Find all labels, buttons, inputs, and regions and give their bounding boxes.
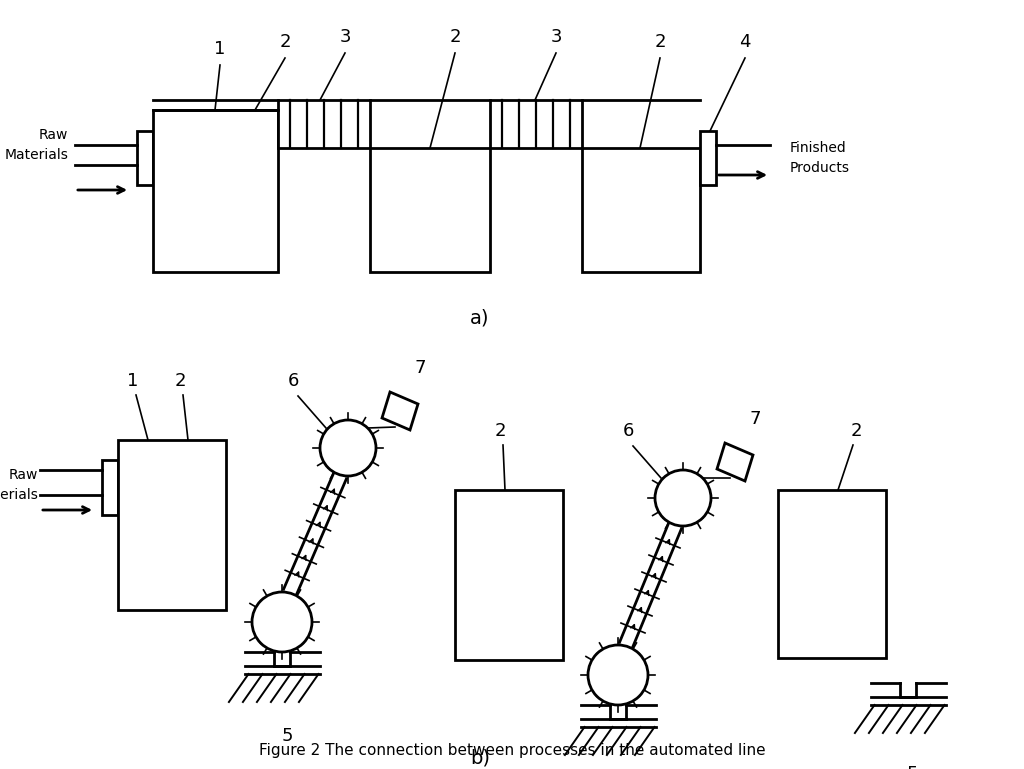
Bar xyxy=(370,148,490,272)
Bar xyxy=(582,148,700,272)
Text: 2: 2 xyxy=(850,422,862,440)
Text: 4: 4 xyxy=(739,33,751,51)
Circle shape xyxy=(655,470,711,526)
Bar xyxy=(153,110,278,272)
Text: 5: 5 xyxy=(282,727,293,745)
Text: 2: 2 xyxy=(174,372,185,390)
Text: Figure 2 The connection between processes in the automated line: Figure 2 The connection between processe… xyxy=(259,743,765,757)
Polygon shape xyxy=(717,443,753,481)
Bar xyxy=(700,131,716,185)
Text: 1: 1 xyxy=(214,40,225,58)
Text: a): a) xyxy=(470,308,489,327)
Text: 6: 6 xyxy=(288,372,299,390)
Text: 3: 3 xyxy=(550,28,562,46)
Bar xyxy=(490,100,582,148)
Text: 3: 3 xyxy=(339,28,351,46)
Text: Products: Products xyxy=(790,161,850,175)
Bar xyxy=(137,131,153,185)
Text: 7: 7 xyxy=(415,359,426,377)
Text: Raw: Raw xyxy=(39,128,68,142)
Bar xyxy=(118,440,226,610)
Circle shape xyxy=(319,420,376,476)
Text: Raw: Raw xyxy=(8,468,38,482)
Bar xyxy=(778,490,886,658)
Text: 2: 2 xyxy=(280,33,291,51)
Circle shape xyxy=(588,645,648,705)
Text: b): b) xyxy=(470,748,490,767)
Bar xyxy=(455,490,563,660)
Text: 2: 2 xyxy=(450,28,461,46)
Text: 1: 1 xyxy=(127,372,138,390)
Bar xyxy=(102,460,118,515)
Text: 2: 2 xyxy=(654,33,666,51)
Text: Materials: Materials xyxy=(4,148,68,162)
Text: Finished: Finished xyxy=(790,141,847,155)
Text: 5: 5 xyxy=(906,765,918,769)
Circle shape xyxy=(252,592,312,652)
Polygon shape xyxy=(382,392,418,430)
Bar xyxy=(278,100,370,148)
Text: 7: 7 xyxy=(750,410,761,428)
Text: 6: 6 xyxy=(623,422,634,440)
Text: Materials: Materials xyxy=(0,488,38,502)
Text: 2: 2 xyxy=(495,422,506,440)
